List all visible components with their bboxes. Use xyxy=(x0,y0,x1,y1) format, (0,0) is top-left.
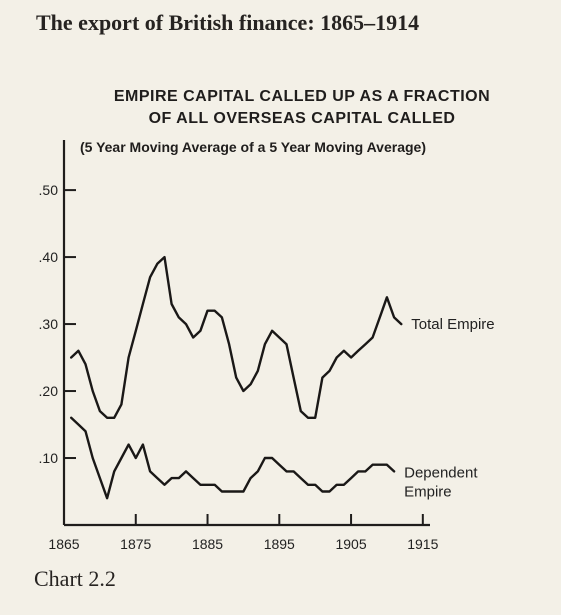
y-tick-label: .30 xyxy=(39,316,59,332)
chart-subtitle: (5 Year Moving Average of a 5 Year Movin… xyxy=(80,139,426,155)
axes xyxy=(62,140,430,527)
chart-title-line-1: EMPIRE CAPITAL CALLED UP AS A FRACTION xyxy=(114,88,490,105)
chart-caption: Chart 2.2 xyxy=(34,566,116,591)
x-tick-label: 1865 xyxy=(48,536,79,552)
y-tick-label: .40 xyxy=(39,249,59,265)
y-axis-ticks: .10 .20 .30 .40 .50 xyxy=(39,182,76,466)
series-label: Dependent xyxy=(404,464,478,481)
series-line-dependent-empire xyxy=(70,416,396,500)
y-tick-label: .10 xyxy=(39,450,59,466)
y-tick-label: .20 xyxy=(39,383,59,399)
y-tick-label: .50 xyxy=(39,182,59,198)
x-tick-label: 1885 xyxy=(192,536,223,552)
series-labels: Total Empire Dependent Empire xyxy=(404,316,495,500)
series-label: Total Empire xyxy=(411,316,494,333)
series-label: Empire xyxy=(404,483,452,500)
x-tick-label: 1915 xyxy=(407,536,438,552)
page-header: The export of British finance: 1865–1914 xyxy=(36,10,420,35)
series-lines xyxy=(70,255,403,500)
x-tick-label: 1905 xyxy=(335,536,366,552)
series-line-total-empire xyxy=(70,255,403,419)
x-tick-label: 1895 xyxy=(264,536,295,552)
chart-title-line-2: OF ALL OVERSEAS CAPITAL CALLED xyxy=(149,110,456,127)
x-axis-ticks: 1865 1875 1885 1895 1905 1915 xyxy=(48,514,439,552)
x-tick-label: 1875 xyxy=(120,536,151,552)
